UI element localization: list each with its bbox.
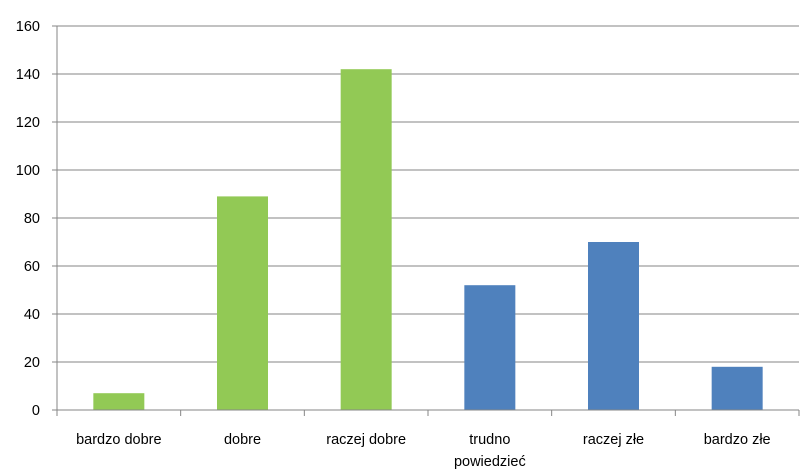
bar-raczej-dobre — [340, 69, 392, 410]
y-axis-tick-labels: 0 20 40 60 80 100 120 140 160 — [16, 19, 57, 419]
bar-bardzo-złe — [711, 366, 763, 410]
bars — [93, 69, 763, 410]
y-tick-label: 60 — [24, 259, 40, 275]
y-tick-label: 40 — [24, 307, 40, 323]
gridlines — [57, 25, 799, 363]
y-tick-label: 120 — [16, 115, 40, 131]
x-category-label: trudno powiedzieć — [454, 432, 526, 469]
bar-trudno-powiedzieć — [464, 285, 516, 410]
x-category-label: bardzo złe — [704, 432, 771, 448]
y-tick-label: 100 — [16, 163, 40, 179]
bar-raczej-złe — [588, 242, 639, 410]
y-tick-label: 140 — [16, 67, 40, 83]
y-tick-label: 80 — [24, 211, 40, 227]
y-tick-label: 0 — [32, 403, 40, 419]
bar-dobre — [217, 196, 268, 410]
x-axis-category-labels: bardzo dobre dobre raczej dobre trudno powie… — [76, 432, 771, 469]
x-category-label: dobre — [224, 432, 261, 448]
x-category-label: bardzo dobre — [76, 432, 161, 448]
x-axis-ticks — [56, 410, 800, 416]
x-category-label: raczej dobre — [326, 432, 406, 448]
y-tick-label: 160 — [16, 19, 40, 35]
y-tick-label: 20 — [24, 355, 40, 371]
bar-bardzo-dobre — [93, 393, 145, 410]
x-category-label: raczej złe — [583, 432, 644, 448]
